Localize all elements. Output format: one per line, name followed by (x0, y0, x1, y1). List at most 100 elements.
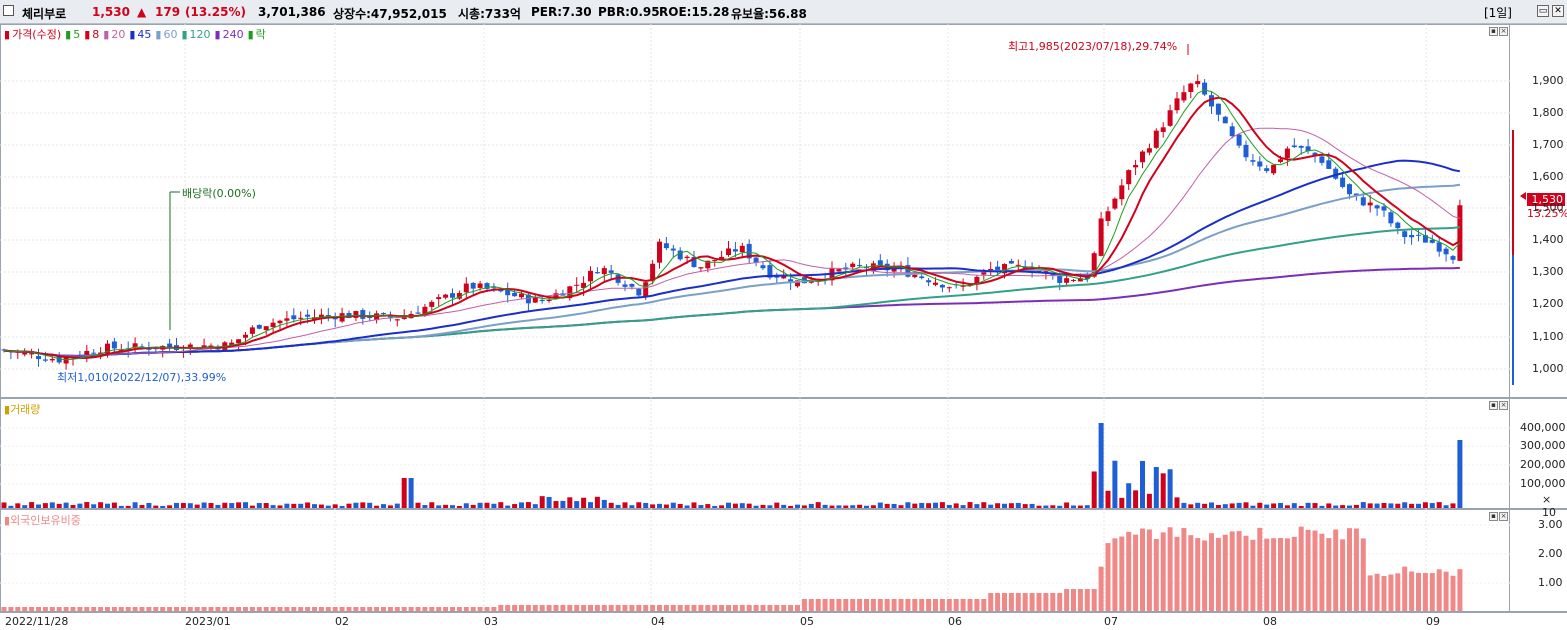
select-checkbox[interactable] (3, 5, 14, 16)
stock-name[interactable]: 체리부로 (22, 7, 67, 21)
foreign-bar (1174, 536, 1180, 611)
ma5-line (3, 89, 1461, 361)
volume-bar (1119, 497, 1125, 508)
candle (781, 276, 787, 279)
ma45-line (3, 159, 1461, 358)
volume-bar (960, 505, 966, 508)
legend-item[interactable]: 60 (163, 28, 178, 41)
volume-bar (1422, 502, 1428, 508)
volume-bar (1409, 503, 1415, 508)
volume-bar (111, 502, 117, 508)
volume-bar (739, 503, 745, 508)
volume-bar (1340, 505, 1346, 508)
foreign-bar (91, 607, 97, 611)
foreign-bar (422, 607, 428, 611)
volume-bar (753, 505, 759, 508)
volume-bar (1195, 502, 1201, 508)
panel-restore-icon[interactable]: ▪ (1489, 27, 1498, 36)
candle (1188, 83, 1194, 92)
foreign-bar (663, 605, 669, 611)
foreign-bar (1257, 527, 1263, 611)
candle (788, 279, 794, 284)
candle (1002, 264, 1007, 274)
foreign-axis (1510, 509, 1567, 612)
legend-item[interactable]: 락 (255, 28, 266, 41)
panel-restore-icon[interactable]: ▪ (1489, 401, 1498, 410)
volume-bar (746, 503, 752, 508)
foreign-bar (1140, 528, 1145, 611)
foreign-bar (1064, 589, 1070, 611)
candle (1243, 144, 1249, 158)
legend-item[interactable]: 20 (111, 28, 126, 41)
candle (1333, 168, 1339, 179)
volume-bar (298, 503, 304, 508)
candle (1395, 222, 1401, 229)
foreign-bar (167, 607, 173, 611)
candle (1319, 156, 1325, 163)
date-label: 2023/01 (185, 615, 231, 628)
price-chart-panel[interactable] (0, 24, 1510, 398)
volume-bar (567, 497, 573, 508)
panel-close-icon[interactable]: × (1499, 401, 1508, 410)
legend-item[interactable]: 5 (73, 28, 81, 41)
volume-bar (42, 503, 48, 508)
foreign-bar (180, 607, 186, 611)
volume-chart-panel[interactable] (0, 398, 1510, 509)
window-restore-icon[interactable]: ▭ (1537, 5, 1549, 17)
legend-marker-icon: ▮ (155, 28, 162, 41)
foreign-bar (256, 607, 262, 611)
foreign-bar (953, 599, 959, 611)
volume-bar (1326, 503, 1332, 508)
foreign-bar (1050, 593, 1056, 611)
panel-close-icon[interactable]: × (1499, 512, 1508, 521)
panel-close-icon[interactable]: × (1499, 27, 1508, 36)
foreign-bar (629, 605, 635, 611)
price-legend: ▮ 가격(수정) ▮ 5 ▮ 8 ▮ 20 ▮ 45 ▮ 60 ▮ 120 ▮ 240 ▮ 락 (4, 26, 270, 42)
volume-bar (974, 504, 980, 508)
foreign-bar (919, 599, 925, 611)
volume-bar (532, 504, 538, 508)
foreign-bar (553, 605, 559, 611)
foreign-bar (243, 607, 248, 611)
candle (1284, 148, 1290, 158)
foreign-bar (1181, 528, 1187, 611)
foreign-bar (1271, 538, 1277, 611)
legend-item[interactable]: 45 (137, 28, 152, 41)
foreign-bar (1395, 573, 1401, 611)
volume-bar (367, 502, 373, 508)
volume-bar (305, 502, 311, 508)
foreign-bar (774, 605, 780, 611)
foreign-bar (146, 607, 152, 611)
foreign-bar (622, 605, 628, 611)
legend-item[interactable]: 120 (189, 28, 211, 41)
foreign-bar (1036, 593, 1042, 611)
volume-bar (477, 502, 483, 508)
window-close-icon[interactable]: ✕ (1552, 5, 1564, 17)
foreign-bar (201, 607, 207, 611)
candle (256, 324, 262, 329)
foreign-bar (1388, 574, 1394, 611)
foreign-bar (719, 605, 725, 611)
foreign-bar (1326, 538, 1332, 611)
price-tick-label: 1,500 (1532, 201, 1564, 214)
foreign-bar (657, 605, 662, 611)
current-pct-label: 13.25% (1527, 207, 1567, 220)
volume-bar (588, 502, 593, 508)
foreign-bar (249, 607, 255, 611)
volume-bar (1457, 440, 1463, 508)
foreign-bar (63, 607, 69, 611)
panel-restore-icon[interactable]: ▪ (1489, 512, 1498, 521)
volume-bar (857, 504, 863, 508)
volume-bar (291, 503, 297, 508)
volume-bar (995, 503, 1001, 508)
candle (1429, 239, 1435, 243)
legend-item[interactable]: 8 (92, 28, 100, 41)
period-selector[interactable]: [1일] (1483, 6, 1512, 20)
volume-bar (167, 505, 173, 508)
volume-bar (774, 502, 780, 508)
legend-item[interactable]: 가격(수정) (12, 28, 62, 41)
price-tick-label: 1,900 (1532, 74, 1564, 87)
volume-tick-label: 200,000 (1520, 458, 1566, 471)
legend-item[interactable]: 240 (222, 28, 244, 41)
foreign-bar (277, 607, 283, 611)
